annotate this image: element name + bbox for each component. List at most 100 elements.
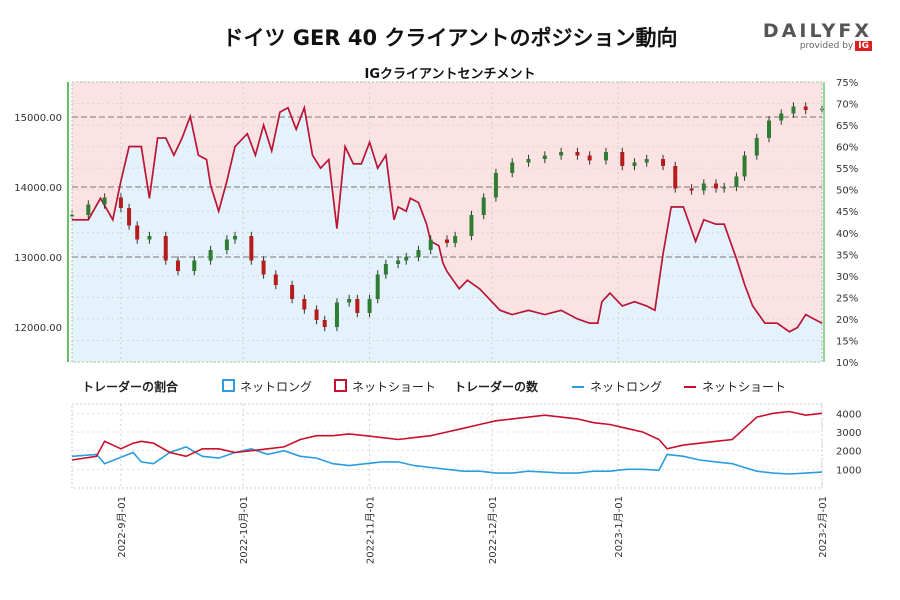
legend-count-long[interactable]: ネットロング [572,378,662,395]
candle-body [302,299,307,310]
candle-body [469,215,474,236]
legend-ratio-title: トレーダーの割合 [82,380,179,394]
candle-body [803,106,808,110]
candle-body [355,299,360,313]
ratio-tick-label: 45% [836,207,858,218]
candle-body [445,239,449,243]
ratio-tick-label: 20% [836,315,858,326]
date-tick-label: 2023-1月-01 [613,496,625,558]
price-tick-label: 12000.00 [14,323,62,334]
ratio-tick-label: 15% [836,336,858,347]
candle-body [542,155,547,159]
main-plot-border [71,81,823,363]
count-short-line [71,410,823,461]
legend-ratio-short-label: ネットショート [352,380,437,394]
legend-ratio-long[interactable]: ネットロング [222,378,312,395]
candle-body [261,260,266,275]
candle-body [127,208,132,226]
candle-body [383,264,388,275]
ratio-tick-label: 25% [836,293,858,304]
candle-body [587,155,592,161]
brand-name: DAILYFX [762,20,872,42]
candle-body [334,302,339,327]
chart-title: ドイツ GER 40 クライアントのポジション動向 [222,26,678,50]
candle-body [347,299,352,303]
legend-count-short[interactable]: ネットショート [684,378,786,395]
candle-body [742,155,747,177]
price-tick-label: 15000.00 [14,113,62,124]
legend-ratio-long-swatch [222,379,235,392]
candle-body [175,260,180,271]
candle-body [481,197,486,215]
legend-ratio-short[interactable]: ネットショート [334,378,436,395]
candle-body [510,162,515,173]
candle-body [224,239,229,250]
candle-body [661,159,666,166]
candle-body [322,320,327,327]
candle-body [367,299,372,313]
candle-body [603,152,608,161]
candle-body [192,260,197,271]
candle-body [644,159,649,163]
candle-body [754,138,759,156]
ratio-tick-label: 60% [836,143,858,154]
short-ratio-line [72,104,823,333]
ratio-tick-label: 10% [836,358,858,369]
count-plot-border [71,403,823,489]
candle-body [70,215,74,217]
brand-sub-text: provided by [799,41,854,51]
date-tick-label: 2022-9月-01 [116,496,128,558]
chart-subtitle: IGクライアントセンチメント [364,67,536,82]
candle-body [767,120,772,138]
ratio-tick-label: 35% [836,250,858,261]
long-ratio-area [72,107,822,362]
candle-body [453,236,458,243]
candle-body [428,239,433,250]
brand-sub: provided by IG [763,41,872,51]
candle-body [779,113,784,121]
count-tick-label: 4000 [836,409,861,420]
ratio-tick-label: 30% [836,272,858,283]
ratio-tick-label: 55% [836,164,858,175]
candle-body [689,188,694,191]
candle-body [233,236,238,240]
legend-count-short-label: ネットショート [702,380,787,394]
count-tick-label: 2000 [836,447,861,458]
candle-body [118,197,123,208]
count-tick-label: 1000 [836,465,861,476]
candle-body [249,236,254,261]
price-tick-label: 13000.00 [14,253,62,264]
legend-count-title: トレーダーの数 [454,380,539,394]
date-tick-label: 2022-11月-01 [365,496,377,564]
candle-body [722,187,727,189]
candle-body [163,236,168,261]
ratio-tick-label: 75% [836,78,858,89]
ratio-tick-label: 65% [836,121,858,132]
candle-body [673,166,678,189]
candle-body [734,176,739,187]
candle-body [135,225,140,240]
candle-body [701,183,706,191]
ratio-tick-label: 70% [836,100,858,111]
count-long-line [71,446,823,475]
candle-body [208,250,213,261]
candle-body [416,250,421,257]
date-tick-label: 2022-12月-01 [487,496,499,564]
legend-count-short-swatch [684,386,696,388]
price-tick-label: 14000.00 [14,183,62,194]
candle-body [404,257,409,261]
candle-body [273,274,278,285]
count-tick-label: 3000 [836,428,861,439]
candle-body [147,236,152,240]
brand-ig-badge: IG [855,41,872,51]
ratio-tick-label: 40% [836,229,858,240]
legend-ratio-long-label: ネットロング [240,380,313,394]
candle-body [102,197,107,205]
candle-body [714,183,719,189]
legend-count-long-swatch [572,386,584,388]
legend-count-long-label: ネットロング [590,380,663,394]
candle-body [314,309,319,320]
candle-body [396,260,401,264]
candle-body [290,285,295,299]
